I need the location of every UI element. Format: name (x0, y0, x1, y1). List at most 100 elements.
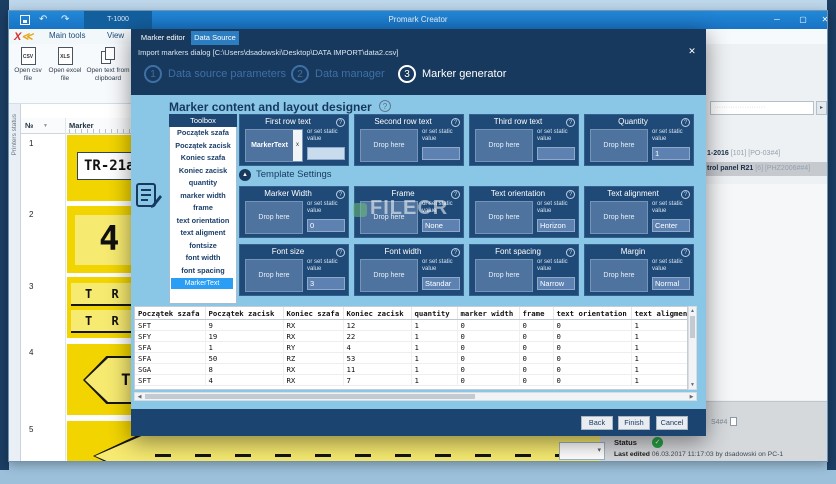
printers-status-strip[interactable]: Printers status (9, 104, 21, 461)
toolbox-item[interactable]: font spacing (181, 265, 225, 275)
save-icon[interactable] (20, 15, 30, 25)
table-cell[interactable]: 0 (457, 374, 520, 386)
scroll-up-icon[interactable]: ▲ (690, 308, 695, 314)
table-cell[interactable]: 1 (631, 374, 687, 386)
table-cell[interactable]: 22 (343, 330, 412, 342)
table-header-cell[interactable]: text orientation (553, 307, 632, 320)
table-cell[interactable]: 0 (553, 319, 632, 331)
table-cell[interactable]: 1 (631, 363, 687, 375)
static-value-input[interactable] (537, 147, 575, 160)
cancel-button[interactable]: Cancel (656, 416, 688, 430)
close-button[interactable]: ✕ (821, 15, 828, 24)
table-row[interactable]: SFY 19 RX 22 1 0 0 0 1 (135, 330, 687, 342)
table-cell[interactable]: RX (283, 319, 344, 331)
scroll-right-icon[interactable]: ▶ (689, 394, 694, 400)
table-cell[interactable]: SFA (135, 352, 206, 364)
table-header-cell[interactable]: quantity (411, 307, 458, 320)
table-cell[interactable]: 1 (631, 341, 687, 353)
toolbox-item[interactable]: Początek szafa (177, 128, 229, 137)
toolbox-item[interactable]: Koniec zacisk (178, 165, 228, 175)
drop-zone[interactable]: MarkerText x (245, 129, 303, 162)
table-cell[interactable]: SFY (135, 330, 206, 342)
help-icon[interactable]: ? (681, 118, 690, 127)
table-cell[interactable]: 1 (631, 330, 687, 342)
open-excel-button[interactable]: XLS Open excel file (47, 47, 83, 82)
finish-button[interactable]: Finish (618, 416, 650, 430)
bottom-combobox[interactable]: ▾ (559, 442, 605, 460)
help-icon[interactable]: ? (336, 248, 345, 257)
drop-zone[interactable]: Drop here (360, 129, 418, 162)
table-cell[interactable]: 0 (553, 341, 632, 353)
table-row[interactable]: SFT 9 RX 12 1 0 0 0 1 (135, 319, 687, 331)
table-cell[interactable]: 4 (205, 374, 284, 386)
help-icon[interactable]: ? (451, 248, 460, 257)
drop-zone[interactable]: Drop here (475, 259, 533, 292)
search-input[interactable]: ······················ (710, 101, 814, 115)
drop-zone[interactable]: Drop here (360, 259, 418, 292)
table-cell[interactable]: SFT (135, 319, 206, 331)
static-value-input[interactable]: 1 (652, 147, 690, 160)
table-cell[interactable]: 0 (519, 319, 554, 331)
table-cell[interactable]: 19 (205, 330, 284, 342)
table-cell[interactable]: 1 (411, 319, 458, 331)
remove-chip-button[interactable]: x (293, 130, 302, 161)
drop-zone[interactable]: Drop here (590, 201, 648, 234)
redo-icon[interactable]: ↷ (61, 14, 70, 25)
table-cell[interactable]: 0 (519, 341, 554, 353)
table-cell[interactable]: 7 (343, 374, 412, 386)
scrollbar-thumb[interactable] (690, 316, 695, 338)
table-cell[interactable]: 1 (411, 363, 458, 375)
drop-zone[interactable]: Drop here (590, 259, 648, 292)
scrollbar-thumb[interactable] (145, 394, 475, 399)
tab-data-source[interactable]: Data Source (191, 31, 239, 45)
help-icon[interactable]: ? (451, 118, 460, 127)
help-icon[interactable]: ? (681, 190, 690, 199)
help-icon[interactable]: ? (451, 190, 460, 199)
static-value-input[interactable]: Normal (652, 277, 690, 290)
table-cell[interactable]: 12 (343, 319, 412, 331)
static-value-input[interactable]: Horizon (537, 219, 575, 232)
table-cell[interactable]: SFT (135, 374, 206, 386)
table-cell[interactable]: 0 (519, 374, 554, 386)
help-icon[interactable]: ? (566, 248, 575, 257)
static-value-input[interactable]: Narrow (537, 277, 575, 290)
table-cell[interactable]: RY (283, 341, 344, 353)
table-cell[interactable]: 11 (343, 363, 412, 375)
maximize-button[interactable]: ▢ (799, 15, 807, 24)
static-value-input[interactable] (422, 147, 460, 160)
minimize-button[interactable]: ─ (774, 15, 780, 24)
table-cell[interactable]: RX (283, 330, 344, 342)
table-cell[interactable]: SFA (135, 341, 206, 353)
table-header-cell[interactable]: Koniec szafa (283, 307, 344, 320)
marker-column-header[interactable]: Marker (69, 121, 94, 130)
toolbox-item[interactable]: quantity (188, 178, 218, 187)
collapse-icon[interactable]: ▲ (239, 169, 251, 181)
table-cell[interactable]: 0 (553, 330, 632, 342)
undo-icon[interactable]: ↶ (39, 14, 48, 25)
table-header-cell[interactable]: Początek szafa (135, 307, 206, 320)
table-cell[interactable]: 53 (343, 352, 412, 364)
list-item-selected[interactable]: trol panel R21 [6] [PHZ2006##4] (705, 162, 827, 176)
table-cell[interactable]: RZ (283, 352, 344, 364)
drop-zone[interactable]: Drop here (245, 201, 303, 234)
tab-marker-editor[interactable]: Marker editor (140, 33, 186, 42)
scroll-down-icon[interactable]: ▼ (690, 382, 695, 388)
table-header-cell[interactable]: frame (519, 307, 554, 320)
back-button[interactable]: Back (581, 416, 613, 430)
table-row[interactable]: SGA 8 RX 11 1 0 0 0 1 (135, 363, 687, 375)
table-cell[interactable]: 0 (553, 352, 632, 364)
table-cell[interactable]: 0 (519, 352, 554, 364)
table-cell[interactable]: 0 (457, 341, 520, 353)
table-cell[interactable]: 0 (553, 363, 632, 375)
toolbox-item[interactable]: text aligment (180, 228, 226, 237)
help-icon[interactable]: ? (681, 248, 690, 257)
table-header-cell[interactable]: marker width (457, 307, 520, 320)
table-row[interactable]: SFT 4 RX 7 1 0 0 0 1 (135, 374, 687, 386)
table-header-cell[interactable]: Koniec zacisk (343, 307, 412, 320)
menu-main-tools[interactable]: Main tools (49, 31, 86, 40)
table-cell[interactable]: 8 (205, 363, 284, 375)
toolbox-item[interactable]: font width (185, 253, 221, 262)
toolbox-item[interactable]: fontsize (189, 240, 217, 250)
help-icon[interactable]: ? (379, 100, 391, 112)
help-icon[interactable]: ? (566, 118, 575, 127)
